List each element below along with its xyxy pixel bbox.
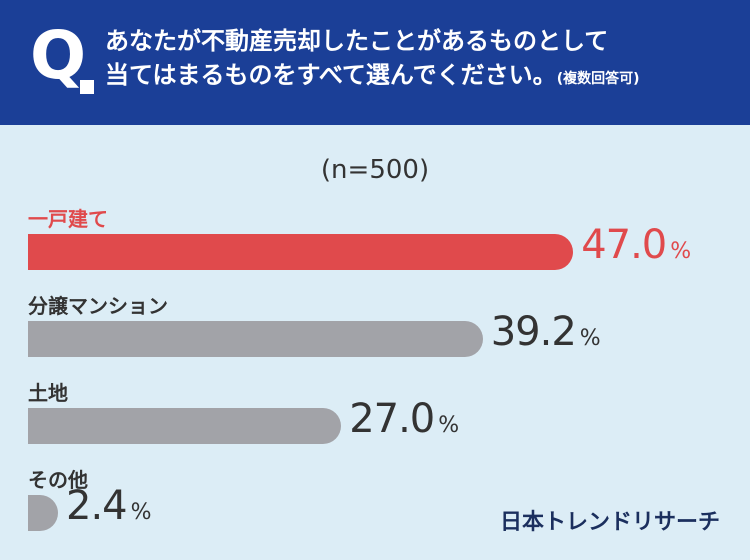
percent-sign: % <box>438 413 460 438</box>
question-header: Q あなたが不動産売却したことがあるものとして 当てはまるものをすべて選んでくだ… <box>0 0 750 125</box>
value-label: 47.0% <box>581 222 691 268</box>
value-label: 2.4% <box>66 483 152 529</box>
brand-logo: 日本トレンドリサーチ <box>499 510 720 535</box>
bar <box>28 234 574 270</box>
value-number: 2.4 <box>66 483 128 529</box>
q-mark: Q <box>30 17 86 94</box>
value-number: 39.2 <box>490 309 577 355</box>
q-dot <box>80 80 94 94</box>
percent-sign: % <box>579 326 601 351</box>
sample-size-label: (n=500) <box>320 155 430 185</box>
question-text: あなたが不動産売却したことがあるものとして 当てはまるものをすべて選んでください… <box>105 24 639 96</box>
bar <box>28 408 342 444</box>
value-label: 39.2% <box>491 309 601 355</box>
category-label: 分譲マンション <box>28 294 168 318</box>
bar <box>28 495 58 531</box>
question-note: (複数回答可) <box>556 71 640 87</box>
category-label: 土地 <box>28 381 68 405</box>
category-label: 一戸建て <box>28 207 108 231</box>
question-line-2-main: 当てはまるものをすべて選んでください。 <box>105 61 557 89</box>
value-label: 27.0% <box>349 396 459 442</box>
value-number: 47.0 <box>581 222 667 268</box>
bar-chart: (n=500) 一戸建て 47.0% 分譲マンション 39.2% 土地 27.0% その他 2… <box>0 125 750 560</box>
value-number: 27.0 <box>349 396 435 442</box>
question-line-2: 当てはまるものをすべて選んでください。(複数回答可) <box>105 58 639 96</box>
bar <box>28 321 483 357</box>
category-label: その他 <box>28 468 88 492</box>
percent-sign: % <box>670 239 692 264</box>
question-line-1: あなたが不動産売却したことがあるものとして <box>105 27 609 55</box>
percent-sign: % <box>130 500 152 525</box>
